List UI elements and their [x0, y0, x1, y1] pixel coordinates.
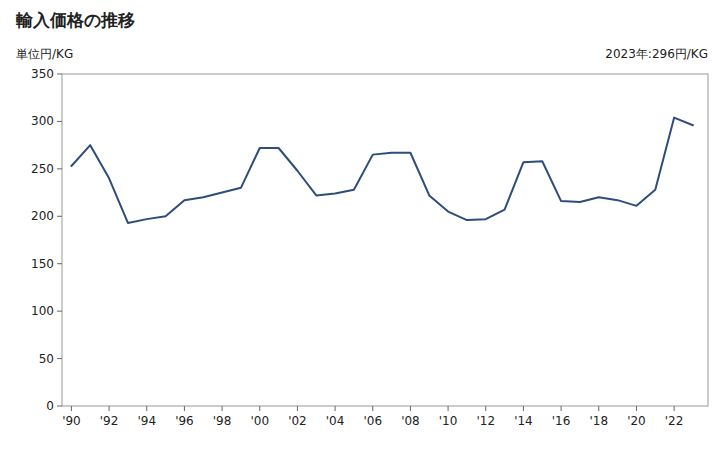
data-line	[71, 118, 693, 223]
chart-svg: 輸入価格の推移単位円/KG 2023年:296円/KG 0 50 100 150 200 25…	[0, 0, 728, 450]
x-tick-label: '12	[476, 414, 495, 428]
y-tick-label: 250	[31, 162, 54, 176]
x-tick-label: '94	[137, 414, 156, 428]
x-tick-label: '98	[213, 414, 232, 428]
x-tick	[71, 406, 72, 411]
x-tick	[222, 406, 223, 411]
title: 輸入価格の推移	[15, 10, 135, 30]
y-tick	[57, 358, 62, 359]
x-tick	[674, 406, 675, 411]
x-tick-label: '90	[62, 414, 81, 428]
x-tick-label: '14	[514, 414, 533, 428]
y-tick-label: 0	[46, 399, 54, 413]
x-tick	[410, 406, 411, 411]
x-tick-label: '08	[401, 414, 420, 428]
x-tick	[297, 406, 298, 411]
y-tick-label: 150	[31, 257, 54, 271]
x-tick-label: '16	[552, 414, 571, 428]
annotation: 2023年:296円/KG	[605, 47, 708, 61]
y-tick-label: 100	[31, 304, 54, 318]
y-axis-label: 単位円/KG	[16, 47, 73, 61]
x-tick-label: '06	[363, 414, 382, 428]
y-tick	[57, 121, 62, 122]
x-tick-label: '18	[589, 414, 608, 428]
x-tick-label: '02	[288, 414, 307, 428]
x-tick	[485, 406, 486, 411]
y-tick	[57, 168, 62, 169]
y-tick-label: 200	[31, 209, 54, 223]
x-tick	[372, 406, 373, 411]
y-tick-label: 300	[31, 114, 54, 128]
x-tick	[109, 406, 110, 411]
plot-area	[71, 118, 693, 223]
chart-container: 輸入価格の推移単位円/KG 2023年:296円/KG 0 50 100 150 200 25…	[0, 0, 728, 450]
x-tick	[448, 406, 449, 411]
x-tick-label: '92	[100, 414, 119, 428]
x-tick-label: '22	[665, 414, 684, 428]
y-tick	[57, 216, 62, 217]
x-tick	[146, 406, 147, 411]
y-tick	[57, 263, 62, 264]
x-tick-label: '04	[326, 414, 345, 428]
y-tick	[57, 406, 62, 407]
x-tick-label: '10	[439, 414, 458, 428]
x-tick-label: '96	[175, 414, 194, 428]
plot-frame	[62, 74, 708, 406]
y-tick-label: 50	[39, 352, 54, 366]
y-tick	[57, 311, 62, 312]
x-tick	[636, 406, 637, 411]
x-tick-label: '20	[627, 414, 646, 428]
x-tick	[523, 406, 524, 411]
x-tick	[184, 406, 185, 411]
x-tick	[598, 406, 599, 411]
x-tick	[561, 406, 562, 411]
y-tick	[57, 74, 62, 75]
x-tick	[259, 406, 260, 411]
x-tick	[335, 406, 336, 411]
y-tick-label: 350	[31, 67, 54, 81]
x-tick-label: '00	[250, 414, 269, 428]
